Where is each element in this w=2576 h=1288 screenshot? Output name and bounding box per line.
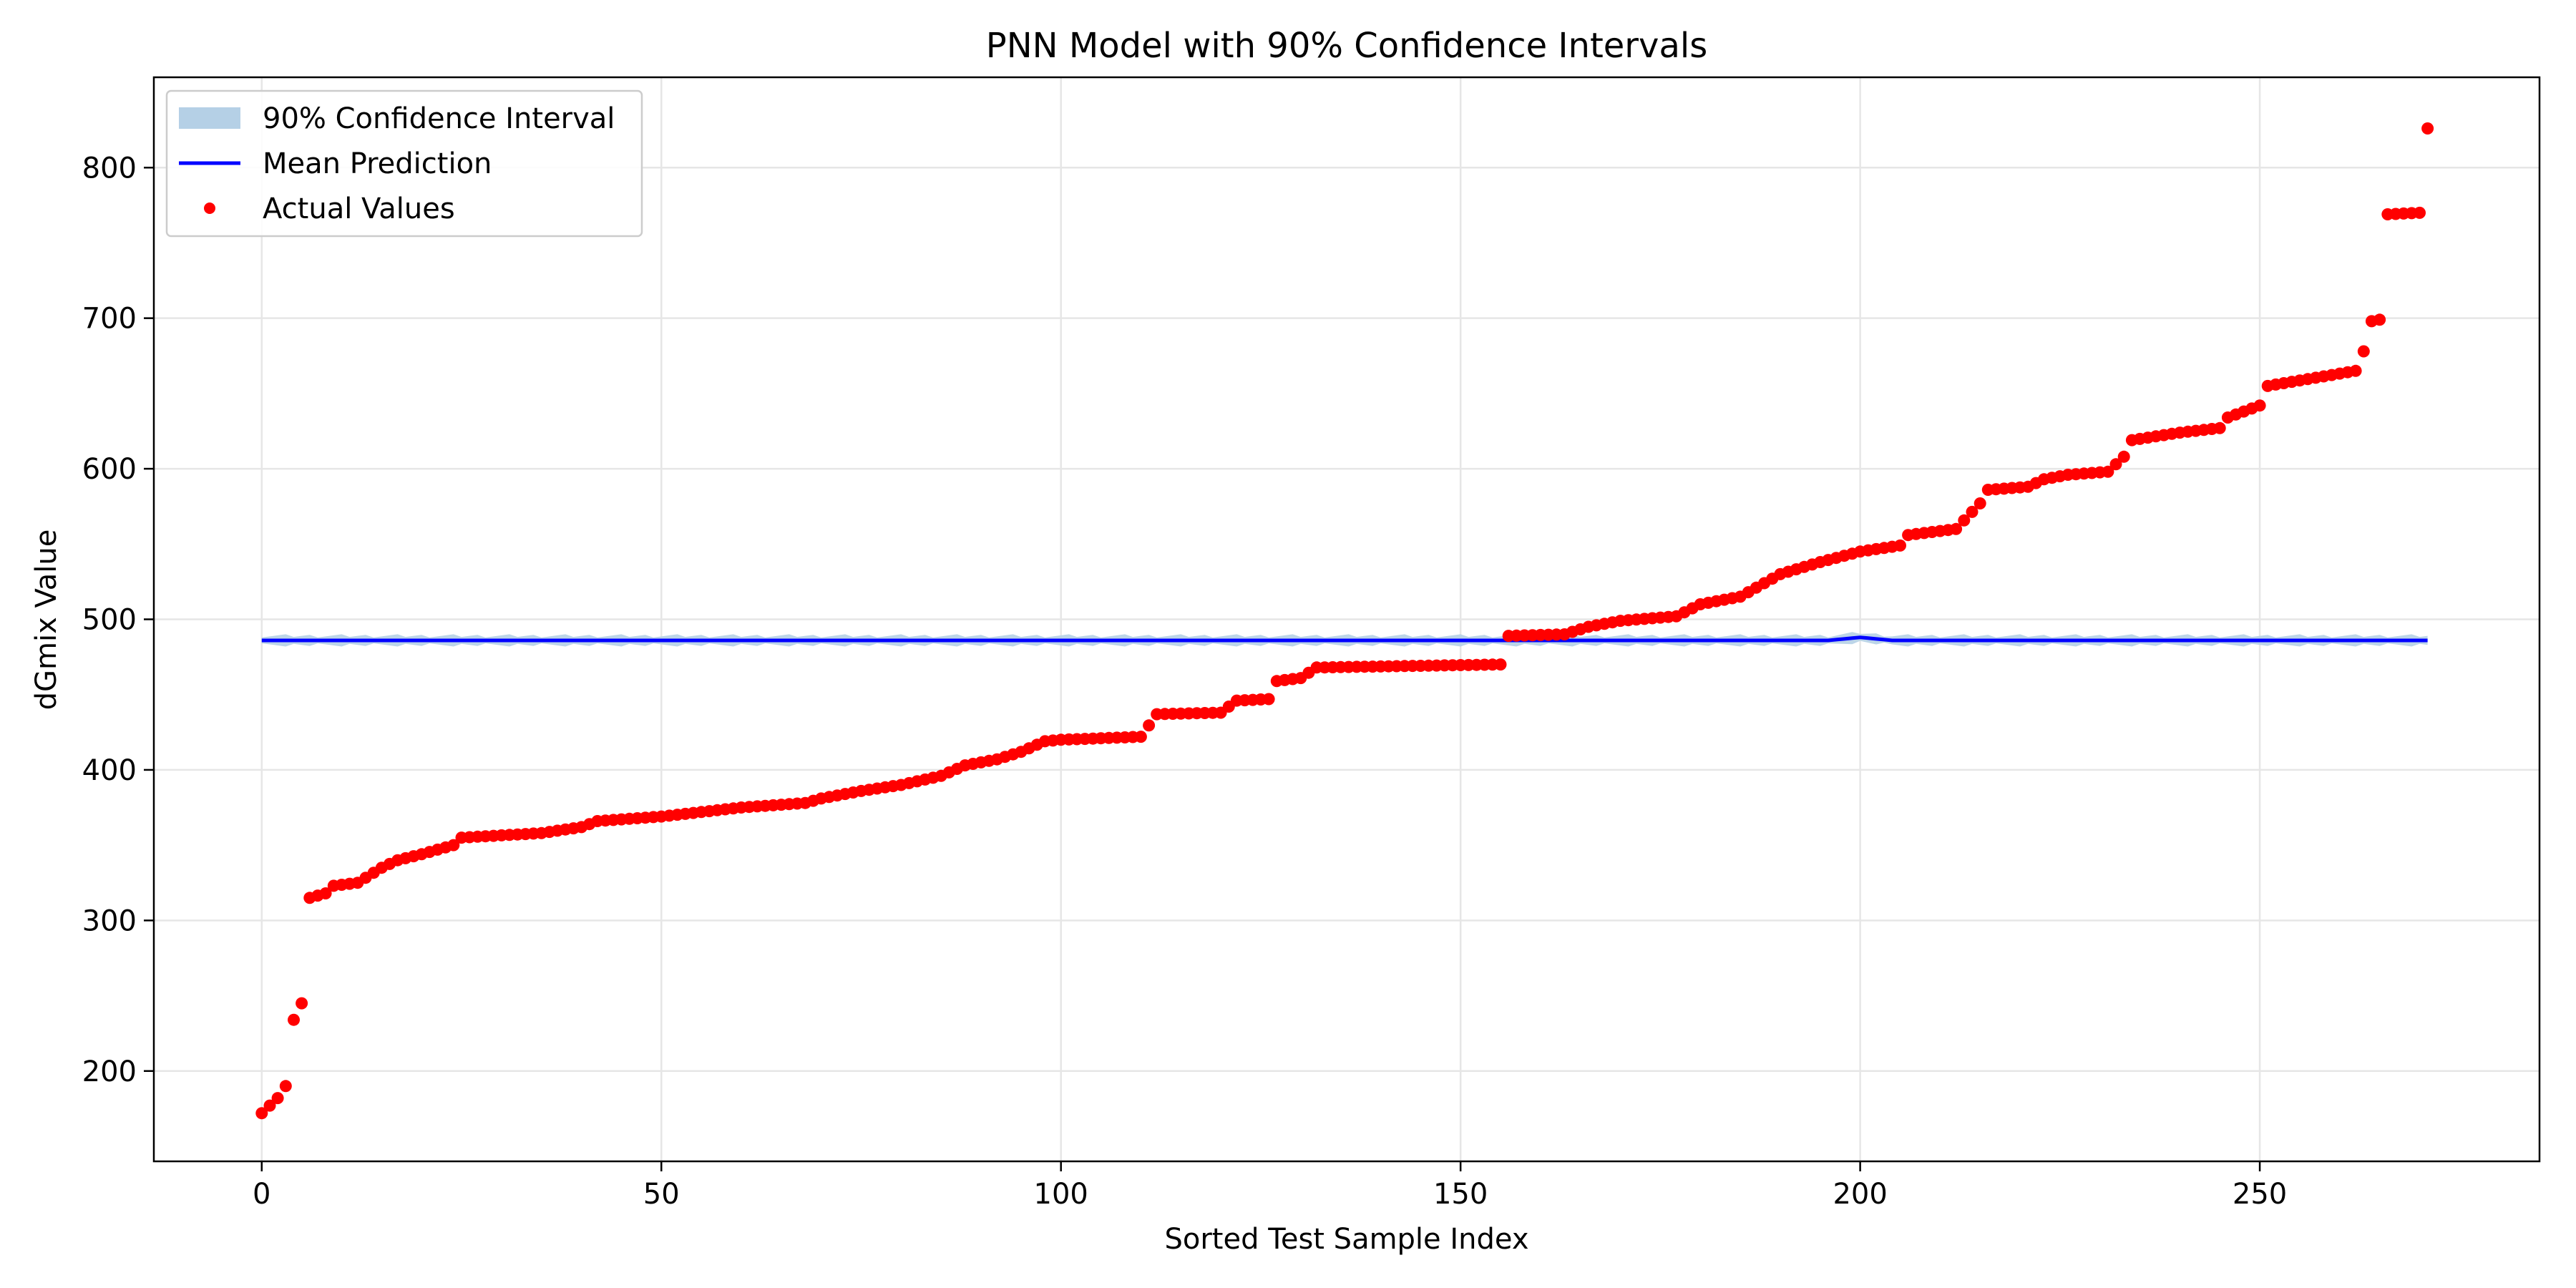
y-tick-label: 200 [82, 1055, 137, 1088]
legend-line-label: Mean Prediction [263, 147, 492, 180]
actual-value-point [1950, 522, 1963, 535]
chart-title: PNN Model with 90% Confidence Intervals [986, 26, 1707, 66]
actual-value-point [2421, 122, 2434, 135]
y-tick-label: 600 [82, 453, 137, 486]
actual-value-point [1974, 497, 1986, 509]
actual-values-points [255, 122, 2434, 1120]
mean-prediction-line [261, 635, 2428, 643]
actual-value-point [1143, 719, 1156, 732]
x-tick-label: 200 [1833, 1178, 1887, 1211]
actual-value-point [1966, 505, 1979, 518]
actual-value-point [447, 839, 460, 852]
actual-value-point [2109, 458, 2122, 471]
actual-value-point [2213, 421, 2226, 434]
actual-value-point [319, 887, 332, 899]
grid [154, 77, 2540, 1161]
actual-value-point [1894, 539, 1906, 552]
actual-value-point [1494, 658, 1507, 671]
actual-value-point [255, 1107, 268, 1120]
x-axis-ticks: 0 50 100 150 200 250 [253, 1161, 2287, 1211]
actual-value-point [1958, 514, 1971, 527]
x-tick-label: 250 [2233, 1178, 2287, 1211]
actual-value-point [2357, 345, 2370, 358]
legend-band-label: 90% Confidence Interval [263, 102, 615, 135]
legend-points-swatch [204, 203, 215, 214]
y-tick-label: 800 [82, 152, 137, 185]
actual-value-point [263, 1099, 276, 1112]
actual-value-point [1134, 731, 1147, 743]
actual-value-point [279, 1080, 292, 1093]
actual-value-point [2414, 206, 2426, 219]
y-axis-label: dGmix Value [30, 530, 63, 711]
y-tick-label: 500 [82, 604, 137, 637]
actual-value-point [2373, 313, 2386, 326]
legend: 90% Confidence Interval Mean Prediction … [165, 89, 643, 238]
x-tick-label: 150 [1433, 1178, 1488, 1211]
mean-line-group [261, 635, 2428, 643]
x-tick-label: 100 [1034, 1178, 1088, 1211]
actual-value-point [2253, 399, 2266, 412]
actual-value-point [1262, 693, 1275, 706]
actual-value-point [2117, 450, 2130, 463]
actual-value-point [2349, 364, 2362, 377]
x-axis-label: Sorted Test Sample Index [1164, 1223, 1528, 1256]
legend-points-label: Actual Values [263, 192, 455, 225]
actual-value-point [296, 997, 308, 1010]
y-tick-label: 400 [82, 754, 137, 787]
legend-band-swatch [179, 107, 240, 129]
y-tick-label: 700 [82, 303, 137, 336]
x-tick-label: 0 [253, 1178, 270, 1211]
actual-value-point [2102, 465, 2114, 478]
y-tick-label: 300 [82, 904, 137, 937]
actual-value-point [271, 1092, 284, 1105]
legend-box [165, 89, 643, 238]
actual-value-point [288, 1013, 300, 1026]
y-axis-ticks: 200 300 400 500 600 700 800 [82, 152, 154, 1088]
x-tick-label: 50 [643, 1178, 680, 1211]
